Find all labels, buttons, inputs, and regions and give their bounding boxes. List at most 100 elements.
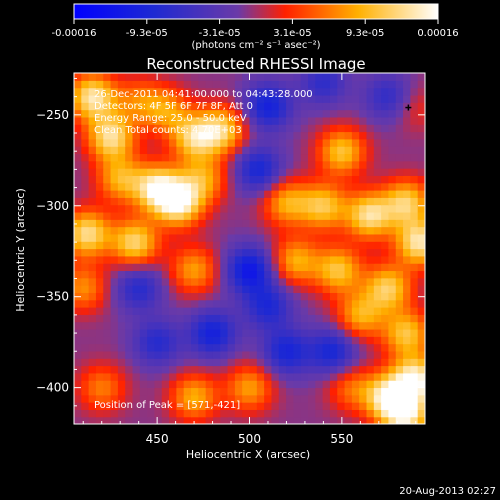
heatmap-cell xyxy=(278,219,287,228)
heatmap-cell xyxy=(139,175,148,184)
heatmap-cell xyxy=(139,160,148,169)
heatmap-cell xyxy=(191,277,199,286)
heatmap-cell xyxy=(381,343,390,352)
heatmap-cell xyxy=(117,314,126,323)
heatmap-cell xyxy=(205,328,214,337)
heatmap-cell xyxy=(337,190,346,198)
heatmap-cell xyxy=(366,80,375,89)
heatmap-cell xyxy=(256,109,265,118)
heatmap-cell xyxy=(293,299,302,308)
heatmap-cell xyxy=(315,226,324,235)
heatmap-cell xyxy=(286,372,294,381)
heatmap-cell xyxy=(125,124,134,133)
heatmap-cell xyxy=(395,307,404,315)
heatmap-cell xyxy=(117,380,126,389)
heatmap-cell xyxy=(103,219,112,228)
heatmap-cell xyxy=(381,160,390,169)
heatmap-cell xyxy=(395,248,404,257)
heatmap-cell xyxy=(381,168,390,176)
heatmap-cell xyxy=(176,387,185,396)
heatmap-cell xyxy=(88,292,97,301)
heatmap-cell xyxy=(205,402,214,410)
heatmap-cell xyxy=(220,219,229,228)
heatmap-cell xyxy=(81,190,90,198)
heatmap-cell xyxy=(264,211,273,220)
heatmap-cell xyxy=(410,116,419,125)
heatmap-cell xyxy=(359,80,368,89)
heatmap-cell xyxy=(154,328,163,337)
heatmap-cell xyxy=(103,402,112,410)
heatmap-cell xyxy=(117,116,126,125)
heatmap-cell xyxy=(293,285,302,293)
heatmap-cell xyxy=(154,160,163,169)
heatmap-cell xyxy=(293,350,302,359)
heatmap-cell xyxy=(322,270,331,279)
heatmap-cell xyxy=(315,80,324,89)
heatmap-cell xyxy=(329,190,338,198)
heatmap-cell xyxy=(125,204,134,213)
heatmap-cell xyxy=(242,285,251,293)
heatmap-cell xyxy=(300,314,309,323)
heatmap-cell xyxy=(293,182,302,191)
heatmap-cell xyxy=(256,307,265,315)
heatmap-cell xyxy=(117,102,126,111)
heatmap-cell xyxy=(344,394,353,403)
heatmap-cell xyxy=(315,299,324,308)
heatmap-cell xyxy=(315,365,324,374)
heatmap-cell xyxy=(249,116,258,125)
heatmap-cell xyxy=(264,241,273,250)
footer-date: 20-Aug-2013 02:27 xyxy=(399,486,496,497)
heatmap-cell xyxy=(271,409,280,418)
heatmap-cell xyxy=(198,80,207,89)
heatmap-cell xyxy=(381,277,390,286)
heatmap-cell xyxy=(234,350,243,359)
heatmap-cell xyxy=(234,285,243,293)
heatmap-cell xyxy=(286,248,294,257)
heatmap-cell xyxy=(388,73,397,81)
heatmap-cell xyxy=(191,328,199,337)
heatmap-cell xyxy=(344,138,353,147)
peak-position-label: Position of Peak = [571,-421] xyxy=(94,400,240,411)
heatmap-cell xyxy=(249,160,258,169)
heatmap-cell xyxy=(81,116,90,125)
heatmap-cell xyxy=(81,380,90,389)
heatmap-cell xyxy=(286,87,294,96)
heatmap-cell xyxy=(139,102,148,111)
heatmap-cell xyxy=(88,380,97,389)
heatmap-cell xyxy=(125,160,134,169)
heatmap-cell xyxy=(373,190,382,198)
heatmap-cell xyxy=(351,336,360,345)
heatmap-cell xyxy=(242,160,251,169)
heatmap-cell xyxy=(191,409,199,418)
heatmap-cell xyxy=(205,255,214,264)
heatmap-cell xyxy=(366,73,375,81)
heatmap-cell xyxy=(176,365,185,374)
heatmap-cell xyxy=(132,409,141,418)
heatmap-cell xyxy=(359,277,368,286)
heatmap-cell xyxy=(388,285,397,293)
heatmap-cell xyxy=(88,263,97,272)
heatmap-cell xyxy=(161,402,170,410)
heatmap-cell xyxy=(300,270,309,279)
heatmap-cell xyxy=(198,314,207,323)
heatmap-cell xyxy=(366,343,375,352)
heatmap-cell xyxy=(74,168,82,176)
heatmap-cell xyxy=(74,182,82,191)
heatmap-cell xyxy=(220,277,229,286)
heatmap-cell xyxy=(154,350,163,359)
heatmap-cell xyxy=(417,131,425,140)
heatmap-cell xyxy=(227,102,236,111)
heatmap-cell xyxy=(403,336,411,345)
heatmap-cell xyxy=(183,131,192,140)
heatmap-cell xyxy=(308,94,316,103)
heatmap-cell xyxy=(212,124,221,133)
heatmap-cell xyxy=(169,336,177,345)
heatmap-cell xyxy=(249,372,258,381)
heatmap-cell xyxy=(322,263,331,272)
heatmap-cell xyxy=(337,87,346,96)
heatmap-cell xyxy=(220,80,229,89)
heatmap-cell xyxy=(410,321,419,330)
heatmap-cell xyxy=(388,350,397,359)
heatmap-cell xyxy=(81,160,90,169)
heatmap-cell xyxy=(176,372,185,381)
